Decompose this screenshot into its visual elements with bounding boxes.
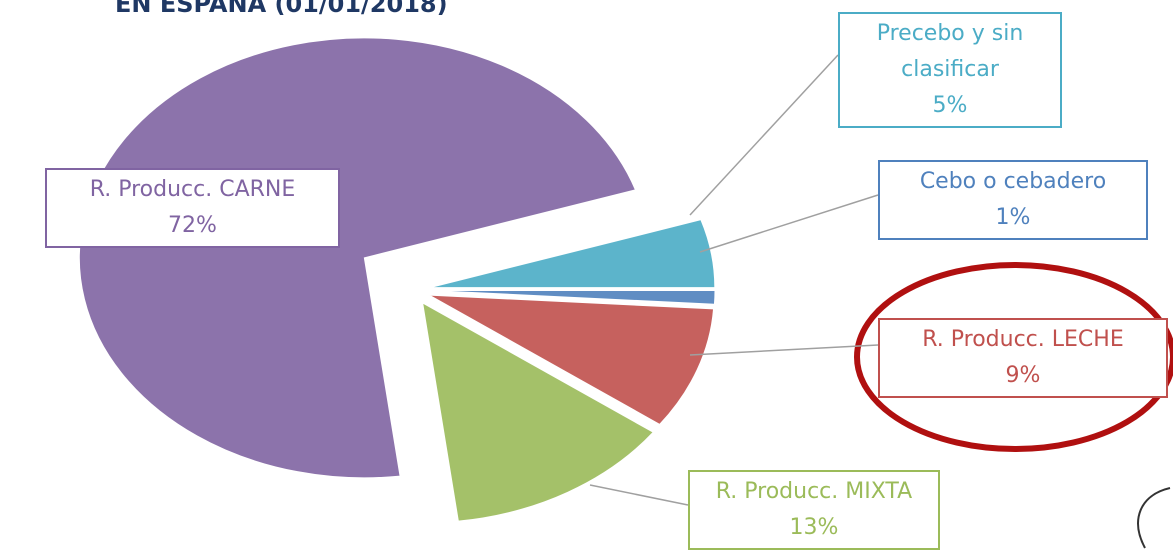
slice	[428, 294, 715, 426]
data-label: Cebo o cebadero 1%	[878, 160, 1148, 240]
category-label: Cebo o cebadero	[919, 169, 1107, 194]
decoration	[1137, 487, 1171, 549]
slice	[421, 301, 655, 522]
data-label: Precebo y sin clasificar 5%	[838, 12, 1062, 128]
data-label: R. Producc. LECHE 9%	[878, 318, 1168, 398]
highlight-ellipse	[854, 262, 1173, 452]
leader-line	[699, 194, 879, 253]
slice	[429, 289, 716, 305]
value-label: 1%	[995, 205, 1031, 230]
pie	[78, 37, 716, 522]
value-label: 9%	[1005, 363, 1041, 388]
category-label: R. Producc. CARNE	[89, 177, 296, 202]
data-label: R. Producc. CARNE 72%	[45, 168, 340, 248]
value-label: 13%	[789, 515, 839, 540]
category-label: R. Producc. MIXTA	[715, 479, 913, 504]
category-label: R. Producc. LECHE	[922, 327, 1124, 352]
leader-line	[689, 344, 879, 356]
chart-title: EN ESPAÑA (01/01/2018)	[115, 0, 448, 18]
leader-line	[589, 484, 689, 506]
leader-line	[689, 54, 839, 216]
value-label: 72%	[168, 213, 217, 238]
data-label: R. Producc. MIXTA 13%	[688, 470, 940, 550]
value-label: 5%	[932, 93, 968, 118]
category-label: Precebo y sin clasificar	[876, 21, 1024, 82]
slice	[78, 37, 637, 479]
slice	[429, 219, 716, 289]
